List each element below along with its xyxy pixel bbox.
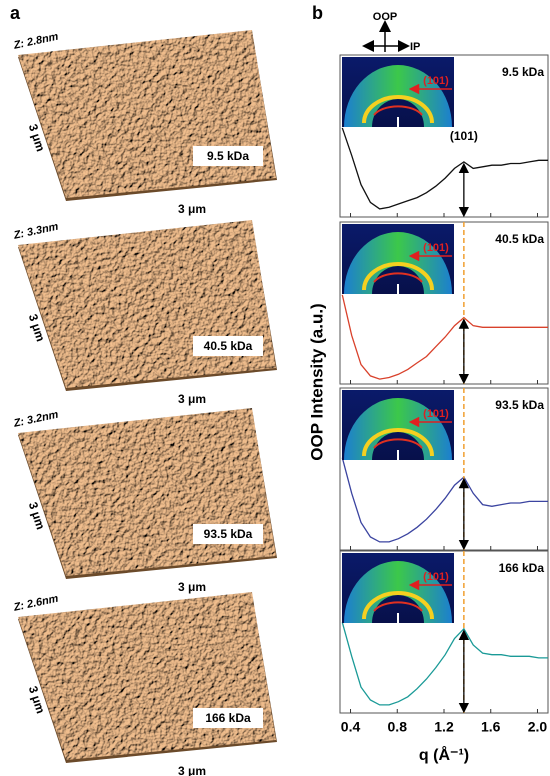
y-axis-label: OOP Intensity (a.u.) bbox=[307, 303, 326, 460]
sample-label: 40.5 kDa bbox=[204, 339, 253, 353]
inset-label: (101) bbox=[423, 75, 449, 87]
side-label: 3 μm bbox=[178, 392, 206, 406]
inset-label: (101) bbox=[423, 571, 449, 583]
ip-label: IP bbox=[410, 41, 420, 53]
sample-label: 40.5 kDa bbox=[495, 232, 544, 246]
x-tick-label: 2.0 bbox=[528, 719, 548, 735]
giwaxs-inset: (101) bbox=[342, 224, 454, 294]
axes-icon bbox=[368, 26, 404, 52]
giwaxs-inset: (101) bbox=[342, 390, 454, 460]
inset-label: (101) bbox=[423, 408, 449, 420]
x-tick-label: 1.2 bbox=[434, 719, 454, 735]
giwaxs-inset: (101) bbox=[342, 553, 454, 623]
oop-label: OOP bbox=[373, 11, 397, 23]
sample-label: 9.5 kDa bbox=[502, 65, 544, 79]
side-label: 3 μm bbox=[178, 580, 206, 594]
figure: a b OOP IP OOP Intensity (a.u.) Z: 2.8nm… bbox=[0, 0, 550, 776]
inset-label: (101) bbox=[423, 242, 449, 254]
side-label: 3 μm bbox=[178, 764, 206, 776]
sample-label: 166 kDa bbox=[205, 711, 251, 725]
z-scale: Z: 2.8nm bbox=[12, 31, 60, 52]
side-label: 3 μm bbox=[178, 202, 206, 216]
x-tick-label: 0.8 bbox=[388, 719, 408, 735]
z-scale: Z: 3.2nm bbox=[12, 409, 60, 430]
giwaxs-inset: (101) bbox=[342, 57, 454, 127]
inset-beamstop bbox=[397, 613, 399, 623]
x-axis-label: q (Å⁻¹) bbox=[419, 745, 469, 764]
sample-label: 93.5 kDa bbox=[495, 398, 544, 412]
sample-label: 93.5 kDa bbox=[204, 527, 253, 541]
peak-label: (101) bbox=[450, 129, 478, 143]
x-tick-label: 1.6 bbox=[481, 719, 501, 735]
x-tick-label: 0.4 bbox=[341, 719, 361, 735]
inset-beamstop bbox=[397, 450, 399, 460]
inset-beamstop bbox=[397, 284, 399, 294]
z-scale: Z: 2.6nm bbox=[12, 593, 60, 614]
sample-label: 9.5 kDa bbox=[207, 149, 249, 163]
inset-beamstop bbox=[397, 117, 399, 127]
panel-label: b bbox=[312, 3, 323, 23]
sample-label: 166 kDa bbox=[499, 561, 545, 575]
panel-label: a bbox=[10, 3, 21, 23]
z-scale: Z: 3.3nm bbox=[12, 221, 60, 242]
